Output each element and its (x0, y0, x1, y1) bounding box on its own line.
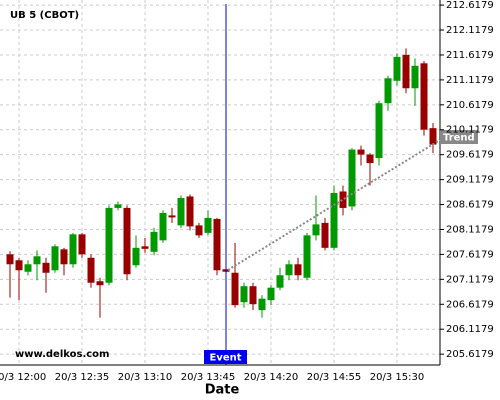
candle-body (186, 196, 194, 227)
candle-body (231, 272, 239, 306)
candle-body (60, 249, 68, 265)
candle-body (168, 215, 176, 218)
candle-body (240, 286, 248, 303)
candle-body (357, 149, 365, 155)
watermark: www.delkos.com (15, 349, 109, 360)
y-tick-label: 208.1179 (446, 224, 494, 235)
candle-body (366, 154, 374, 164)
candle-body (213, 218, 221, 271)
candle-body (150, 231, 158, 252)
x-tick-label: 20/3 13:45 (181, 372, 235, 383)
y-tick-label: 211.1179 (446, 75, 494, 86)
x-tick-label: 20/3 12:35 (55, 372, 109, 383)
candle-body (6, 254, 14, 265)
y-tick-label: 210.1179 (446, 125, 494, 136)
candle-body (195, 225, 203, 236)
trend-line (227, 139, 441, 271)
y-tick-label: 208.6179 (446, 200, 494, 211)
y-tick-label: 205.6179 (446, 349, 494, 360)
x-tick-label: 20/3 13:10 (118, 372, 172, 383)
candle-body (78, 234, 86, 255)
x-tick-label: 20/3 12:00 (0, 372, 46, 383)
y-tick-label: 207.1179 (446, 274, 494, 285)
candle-body (105, 207, 113, 283)
candle-body (285, 264, 293, 276)
y-tick-label: 212.6179 (446, 0, 494, 11)
y-tick-label: 206.6179 (446, 299, 494, 310)
y-tick-label: 206.1179 (446, 324, 494, 335)
candle-body (420, 63, 428, 130)
candle-body (429, 128, 437, 145)
candle-body (303, 235, 311, 278)
x-tick-label: 20/3 14:20 (244, 372, 298, 383)
candle-body (258, 298, 266, 311)
candle-body (375, 103, 383, 159)
candle-body (96, 281, 104, 286)
candle-body (114, 204, 122, 208)
candle-body (384, 78, 392, 104)
y-tick-label: 211.6179 (446, 50, 494, 61)
candle-body (141, 246, 149, 249)
candle-body (294, 264, 302, 276)
event-label: Event (209, 353, 241, 364)
y-tick-label: 209.6179 (446, 150, 494, 161)
trend-box (440, 130, 478, 144)
candle-body (204, 217, 212, 233)
y-tick-label: 207.6179 (446, 249, 494, 260)
chart-title: UB 5 (CBOT) (10, 10, 79, 21)
x-axis-title: Date (205, 383, 240, 398)
candle-body (15, 260, 23, 271)
candle-body (123, 207, 131, 275)
y-tick-label: 210.6179 (446, 100, 494, 111)
candle-body (42, 262, 50, 273)
trend-label: Trend (443, 133, 475, 144)
candle-body (348, 149, 356, 207)
candle-body (249, 286, 257, 305)
candle-body (402, 54, 410, 89)
candle-body (87, 257, 95, 283)
y-tick-label: 209.1179 (446, 175, 494, 186)
x-tick-label: 20/3 14:55 (307, 372, 361, 383)
candle-body (51, 246, 59, 271)
candle-body (24, 264, 32, 272)
candle-body (177, 197, 185, 226)
candle-body (132, 247, 140, 266)
candle-body (159, 212, 167, 241)
candle-body (393, 56, 401, 81)
candle-body (276, 275, 284, 288)
y-tick-label: 212.1179 (446, 25, 494, 36)
candle-body (69, 234, 77, 265)
candle-body (330, 192, 338, 248)
event-box (204, 350, 247, 364)
candle-body (339, 191, 347, 208)
candle-body (33, 256, 41, 265)
candle-body (312, 224, 320, 236)
candle-body (411, 65, 419, 89)
candle-body (267, 287, 275, 301)
x-tick-label: 20/3 15:30 (370, 372, 424, 383)
candle-body (321, 222, 329, 248)
